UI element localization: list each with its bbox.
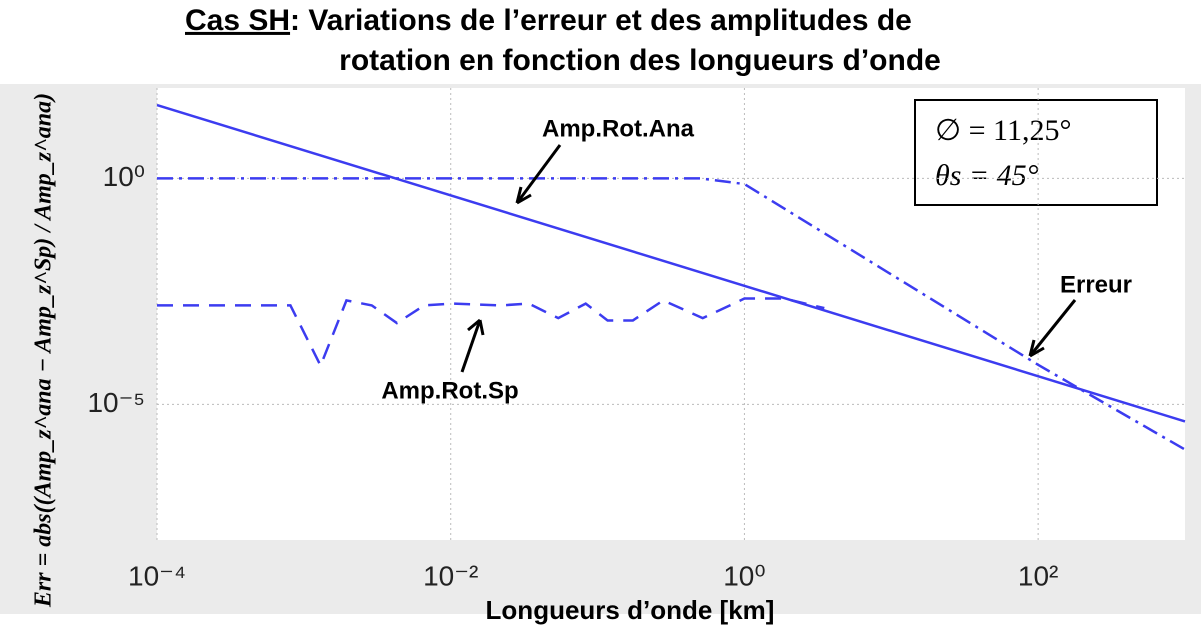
y-axis-label: Err = abs((Amp_z^ana − Amp_z^Sp) / Amp_z… [31,93,57,608]
parameter: ∅ = 11,25° [935,114,1071,147]
arrows [460,144,1077,373]
line [156,103,1186,423]
x-axis-label: Longueurs d’onde [km] [486,595,775,625]
parameter-box [914,99,1158,206]
annotation: Amp.Rot.Sp [381,377,518,404]
chart-title: : Variations de l’erreur et des amplitud… [290,4,912,37]
line [157,177,1186,451]
x-tick-label: 10⁰ [723,560,765,591]
annotation: Amp.Rot.Ana [542,115,695,142]
x-tick-label: 10⁻⁴ [128,560,186,591]
chart-title: rotation en fonction des longueurs d’ond… [339,44,941,77]
annotation: Erreur [1060,271,1132,298]
x-tick-label: 10⁻² [423,560,478,591]
line [157,297,825,369]
parameter: θs = 45° [935,159,1039,192]
y-tick-label: 10⁰ [103,161,145,192]
y-tick-label: 10⁻⁵ [87,387,145,418]
chart-title-prefix: Cas SH [185,4,290,37]
x-tick-label: 10² [1018,560,1058,591]
